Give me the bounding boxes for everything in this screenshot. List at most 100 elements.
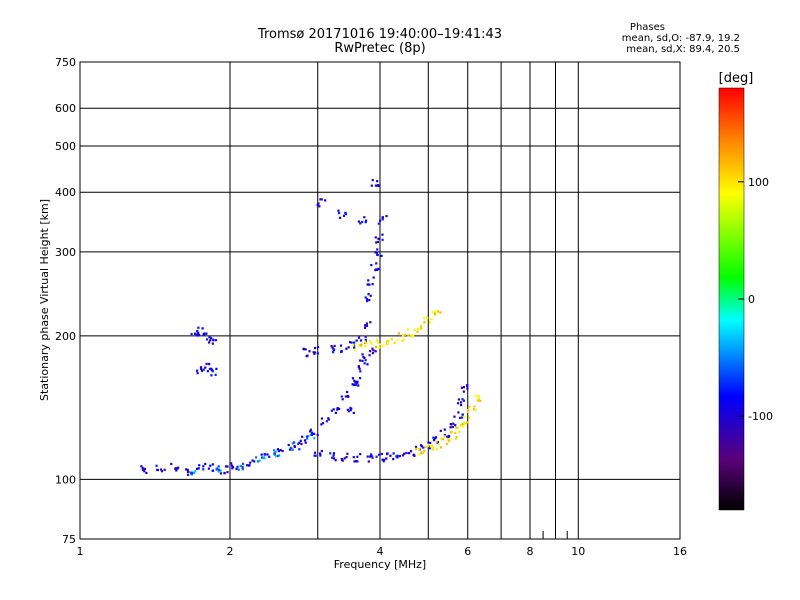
data-point <box>355 339 358 342</box>
data-point <box>361 359 364 362</box>
data-point <box>380 254 383 257</box>
data-point <box>199 366 203 369</box>
data-point <box>364 219 368 222</box>
data-point <box>357 220 360 223</box>
data-point <box>306 354 309 357</box>
data-point <box>378 346 381 349</box>
data-point <box>435 440 438 443</box>
data-point <box>401 339 404 343</box>
data-point <box>449 431 452 434</box>
data-point <box>402 338 405 341</box>
chart-subtitle: RwPretec (8p) <box>334 41 426 56</box>
y-tick-label: 400 <box>55 186 76 199</box>
data-point <box>443 433 446 437</box>
data-point <box>432 439 436 442</box>
data-point <box>298 448 301 451</box>
data-point <box>353 379 356 382</box>
data-point <box>376 341 380 344</box>
data-point <box>204 462 207 466</box>
data-point <box>289 446 292 449</box>
data-point <box>393 341 396 345</box>
data-point <box>317 202 320 205</box>
data-point <box>372 276 375 279</box>
data-point <box>205 362 208 366</box>
data-point <box>354 460 358 463</box>
data-point <box>316 203 319 207</box>
data-point <box>355 383 358 387</box>
data-point <box>303 439 307 442</box>
data-point <box>196 372 199 375</box>
data-point <box>208 341 211 344</box>
data-point <box>353 460 356 463</box>
colorbar-tick-label: 100 <box>748 176 769 189</box>
data-point <box>370 184 373 187</box>
data-point <box>457 411 460 414</box>
data-point <box>276 454 279 458</box>
data-point <box>159 468 163 471</box>
data-point <box>297 442 300 446</box>
x-tick-label: 6 <box>464 545 471 558</box>
data-point <box>437 310 440 313</box>
data-point <box>463 421 466 424</box>
y-tick-label: 100 <box>55 473 76 486</box>
data-point <box>211 463 214 466</box>
data-point <box>352 411 355 414</box>
data-point <box>386 340 389 343</box>
data-point <box>266 453 269 456</box>
data-point <box>190 471 193 474</box>
data-point <box>459 403 463 407</box>
data-point <box>417 448 421 451</box>
x-axis-title: Frequency [MHz] <box>334 558 426 571</box>
data-point <box>426 317 429 320</box>
data-point <box>378 453 381 456</box>
data-point <box>372 349 375 352</box>
data-point <box>332 348 336 352</box>
data-point <box>359 343 363 346</box>
data-point <box>448 437 451 441</box>
data-point <box>396 338 399 341</box>
data-point <box>217 470 220 473</box>
data-point <box>249 461 252 464</box>
data-point <box>235 467 238 471</box>
data-point <box>268 455 271 458</box>
colorbar-ticks: 100 0 -100 <box>738 176 773 423</box>
data-point <box>314 346 317 350</box>
data-point <box>288 448 292 451</box>
data-point <box>406 328 410 331</box>
data-point <box>145 471 148 475</box>
y-tick-label: 500 <box>55 140 76 153</box>
data-point <box>409 334 413 337</box>
data-point <box>302 348 306 351</box>
data-point <box>429 441 432 445</box>
data-point <box>263 452 266 456</box>
data-point <box>210 337 213 340</box>
data-point <box>363 216 366 219</box>
data-point <box>327 417 330 420</box>
data-point <box>319 198 322 201</box>
data-point <box>456 426 459 429</box>
data-point <box>405 451 408 455</box>
data-point <box>353 348 356 351</box>
data-point <box>364 344 367 348</box>
data-point <box>195 467 199 470</box>
data-point <box>468 416 471 420</box>
data-point <box>439 437 443 440</box>
data-point <box>214 339 218 342</box>
data-point <box>441 438 444 441</box>
data-point <box>473 405 476 408</box>
data-point <box>241 468 244 471</box>
data-point <box>446 435 449 438</box>
data-point <box>375 262 378 265</box>
data-point <box>403 452 406 455</box>
data-point <box>320 423 323 426</box>
data-point <box>155 464 158 467</box>
data-point <box>334 459 337 462</box>
data-point <box>346 452 349 455</box>
data-point <box>190 473 193 476</box>
data-point <box>365 324 369 327</box>
data-point <box>351 377 355 380</box>
data-point <box>185 468 188 471</box>
data-point <box>219 472 223 475</box>
data-point <box>357 336 361 339</box>
data-point <box>454 431 457 434</box>
